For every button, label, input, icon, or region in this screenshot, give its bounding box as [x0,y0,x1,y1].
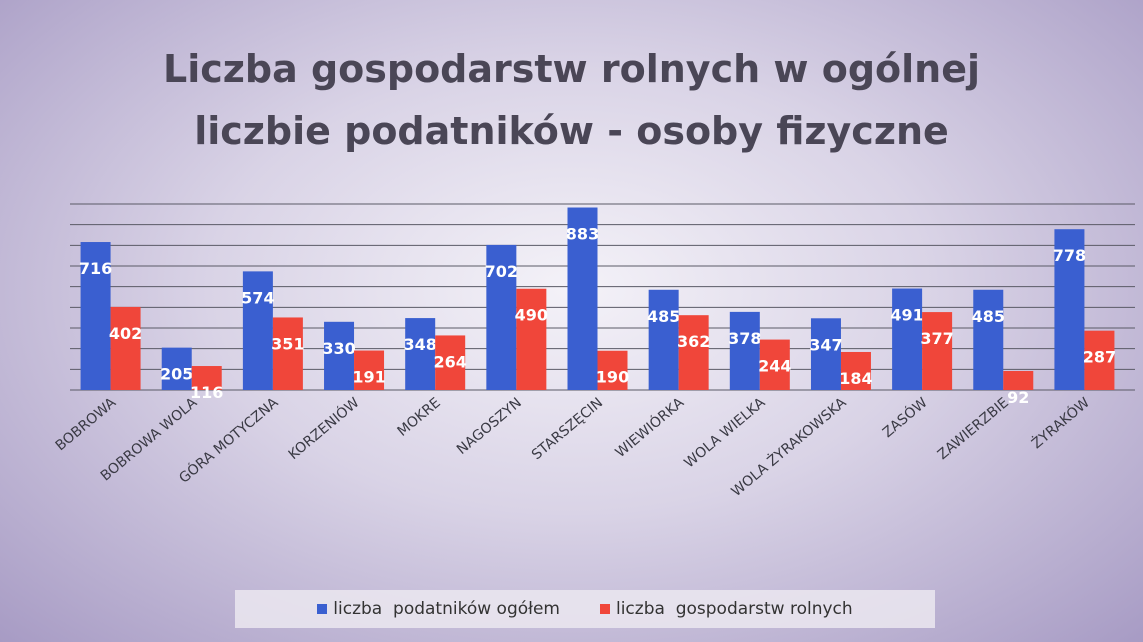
bar [597,350,628,390]
legend-swatch [317,604,328,614]
data-label: 348 [403,335,436,354]
bar [648,289,679,390]
x-tick-label: MOKRE [395,395,444,440]
data-label: 485 [647,307,680,326]
data-label: 351 [271,334,304,353]
data-label: 287 [1083,348,1116,367]
bar [354,350,385,390]
bar [810,318,841,390]
x-tick-label: WOLA WIELKA [681,395,768,472]
data-label: 574 [241,288,274,307]
bar [242,271,273,390]
x-tick-label: BOBROWA [53,395,120,455]
x-tick-label: ZASÓW [879,393,931,441]
bar [272,317,303,390]
bar [80,242,111,390]
legend-item: liczba gospodarstw rolnych [599,599,853,619]
data-label: 191 [352,368,385,387]
x-tick-label: ZAWIERZBIE [935,395,1012,463]
x-tick-label: NAGOSZYN [454,395,525,458]
data-label: 330 [322,339,355,358]
data-label: 116 [190,383,223,402]
data-label: 184 [839,369,872,388]
data-label: 92 [1007,388,1029,407]
x-tick-label: STARSZĘCIN [529,395,606,463]
bar [729,311,760,390]
x-tick-label: WIEWIÓRKA [611,393,687,461]
bar [1003,370,1034,390]
bar [567,207,598,390]
bar [1084,330,1115,390]
data-label: 485 [972,307,1005,326]
data-label: 362 [677,332,710,351]
bar [840,351,871,390]
data-label: 716 [79,259,112,278]
data-label: 347 [809,335,842,354]
data-label: 402 [109,324,142,343]
legend-swatch [599,604,610,614]
legend-label: liczba podatników ogółem [333,599,560,619]
data-label: 205 [160,365,193,384]
data-label: 702 [485,262,518,281]
bar [516,288,547,390]
bar [110,306,141,390]
bar [892,288,923,390]
data-label: 883 [566,225,599,244]
bar [759,339,790,390]
legend-label: liczba gospodarstw rolnych [615,599,853,619]
data-label: 378 [728,329,761,348]
bar [1054,229,1085,390]
data-label: 264 [433,352,466,371]
legend-item: liczba podatników ogółem [317,599,560,619]
bar [486,244,517,390]
chart-title: Liczba gospodarstw rolnych w ogólnej lic… [162,47,981,153]
bar [191,366,222,390]
bar [161,347,192,390]
data-label: 377 [920,329,953,348]
legend: liczba podatników ogółem liczba gospodars… [235,590,935,628]
bar [973,289,1004,390]
bar [678,315,709,390]
bar [922,312,953,390]
x-tick-label: ŻYRAKÓW [1028,393,1093,452]
bar [435,335,466,390]
data-label: 244 [758,357,791,376]
data-label: 190 [596,368,629,387]
x-tick-label: KORZENIÓW [284,393,362,463]
data-label: 778 [1053,246,1086,265]
bar [405,318,436,390]
data-label: 490 [515,306,548,325]
bar [324,321,355,390]
data-label: 491 [890,306,923,325]
